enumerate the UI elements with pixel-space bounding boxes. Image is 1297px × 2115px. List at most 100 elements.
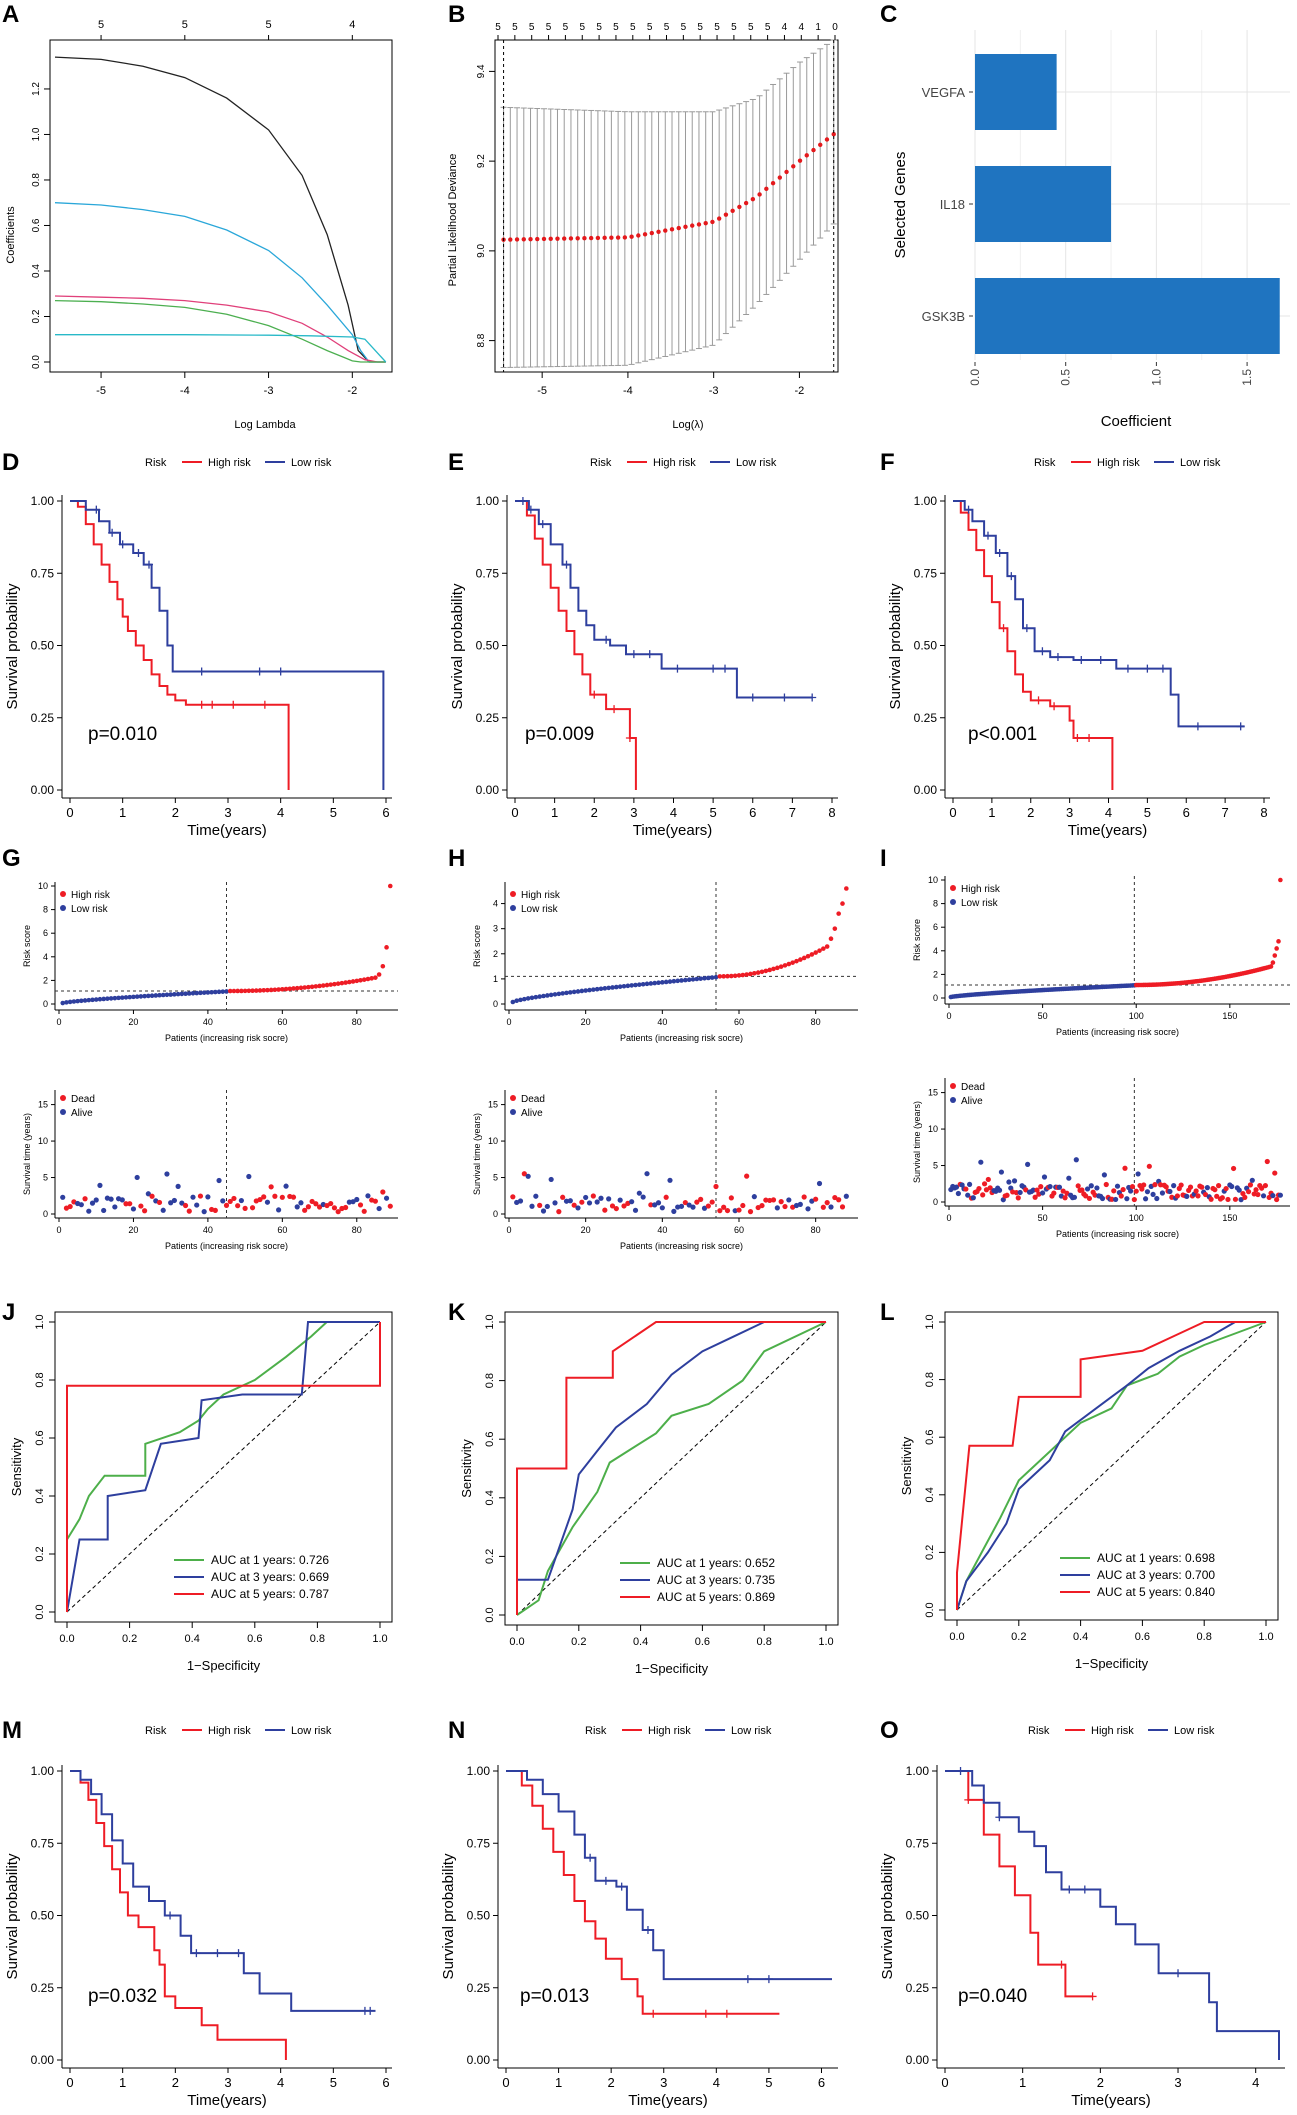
risk-point <box>280 986 285 992</box>
time-point <box>594 1199 600 1205</box>
risk-point <box>805 953 811 959</box>
y-tick-label: 0.50 <box>467 1909 491 1923</box>
score-y-title: Risk score <box>472 925 482 967</box>
x-tick-label: 20 <box>128 1017 138 1027</box>
risk-point <box>752 970 757 976</box>
x-tick-label: 1 <box>551 805 558 820</box>
time-point <box>1103 1181 1109 1188</box>
x-tick-label: 0.0 <box>949 1631 964 1643</box>
y-tick-label: 0.25 <box>914 711 938 725</box>
cv-point <box>609 235 614 240</box>
legend-title: Risk <box>590 457 612 469</box>
time-point <box>675 1204 681 1210</box>
time-point <box>1135 1171 1141 1177</box>
top-tick-label: 5 <box>613 22 619 33</box>
x-tick-label: 0.6 <box>247 1633 262 1645</box>
y-tick-label: 0 <box>933 1197 938 1207</box>
time-point <box>525 1173 531 1179</box>
risk-point <box>824 944 830 949</box>
risk-point <box>583 988 588 993</box>
time-point <box>521 1171 527 1177</box>
panel-o: Risk High risk Low risk 0.00 0.25 0.50 0.75 1.0… <box>879 1725 1285 2109</box>
y-tick-label: 0.00 <box>914 783 938 797</box>
x-tick-label: 0 <box>506 1225 511 1235</box>
panel-label-b: B <box>448 1 465 28</box>
plot-frame <box>504 1311 839 1626</box>
risk-point <box>767 967 772 973</box>
x-tick-label: 0.8 <box>310 1633 325 1645</box>
top-tick-label: 5 <box>98 19 104 31</box>
panel-j: 0.0 0.0 0.2 0.2 0.4 0.4 0.6 0.6 0.8 0.8 1.0 1.0 1−Sp… <box>9 1311 393 1673</box>
cv-point <box>750 196 756 202</box>
x-tick-label: 80 <box>352 1225 362 1235</box>
km-curve-high <box>515 500 637 790</box>
roc-curve-1 <box>66 1321 380 1613</box>
y-tick-label: 1.0 <box>34 1314 46 1329</box>
x-tick-label: 0 <box>56 1017 61 1027</box>
y-tick-label: 9.0 <box>476 243 487 257</box>
risk-point <box>564 990 569 996</box>
y-tick-label: 0.4 <box>31 264 42 278</box>
bar-il18 <box>975 166 1112 242</box>
x-tick-label: 60 <box>734 1017 744 1027</box>
panel-m: Risk High risk Low risk 0.00 0.25 0.50 0.75 1.0… <box>4 1725 392 2109</box>
y-tick-label: 1.00 <box>31 494 55 508</box>
x-tick-label: 3 <box>630 805 637 820</box>
x-tick-label: -2 <box>795 385 805 397</box>
y-tick-label: 0.6 <box>484 1432 496 1447</box>
censor-mark <box>625 733 634 742</box>
y-tick-label: 0.8 <box>31 173 42 187</box>
time-point <box>242 1205 248 1211</box>
y-axis-title: Sensitivity <box>459 1439 474 1498</box>
time-point <box>235 1203 241 1209</box>
panel-label-n: N <box>448 1717 465 1744</box>
censor-mark <box>213 1949 222 1958</box>
y-tick-label: 0.00 <box>906 2053 930 2067</box>
x-tick-label: 1.0 <box>1149 369 1163 386</box>
risk-point <box>560 991 565 996</box>
cv-point <box>649 230 654 236</box>
time-point <box>276 1207 282 1213</box>
censor-mark <box>208 700 217 709</box>
x-tick-label: 5 <box>710 805 717 820</box>
risk-point <box>376 972 382 977</box>
time-point <box>1060 1188 1066 1194</box>
time-point <box>357 1202 364 1208</box>
x-axis-title: Time(years) <box>1068 822 1147 839</box>
x-tick-label: 4 <box>277 805 284 820</box>
risk-point <box>518 997 523 1003</box>
legend-high-label: High risk <box>648 1725 691 1737</box>
time-point <box>316 1204 323 1210</box>
censor-mark <box>601 1876 610 1885</box>
time-point <box>1073 1157 1079 1163</box>
time-point <box>556 1209 562 1215</box>
risk-point <box>725 973 730 979</box>
time-point <box>709 1199 715 1205</box>
risk-point <box>786 961 792 967</box>
censor-mark <box>748 693 757 702</box>
y-tick-label: 0.0 <box>34 1604 46 1619</box>
km-curve-high <box>70 1770 287 2060</box>
y-tick-label: 1.0 <box>31 127 42 141</box>
x-axis-title: 1−Specificity <box>635 1661 709 1676</box>
legend-high-label: High risk <box>1091 1725 1134 1737</box>
risk-point <box>1278 877 1283 883</box>
time-point <box>609 1203 616 1209</box>
risk-point <box>763 968 769 974</box>
time-point <box>257 1196 263 1203</box>
time-point <box>1171 1183 1177 1189</box>
x-tick-label: 40 <box>203 1225 213 1235</box>
x-tick-label: 50 <box>1038 1011 1048 1021</box>
x-tick-label: 0 <box>511 805 518 820</box>
time-point <box>313 1201 319 1207</box>
time-point <box>694 1199 700 1205</box>
risk-point <box>713 974 719 980</box>
time-point <box>740 1202 746 1209</box>
y-tick-label: 0.25 <box>906 1981 930 1995</box>
roc-curve-2 <box>66 1322 381 1612</box>
x-tick-label: 1.0 <box>1258 1631 1273 1643</box>
risk-point <box>347 979 352 985</box>
time-point <box>216 1177 222 1184</box>
risk-point <box>801 955 807 961</box>
